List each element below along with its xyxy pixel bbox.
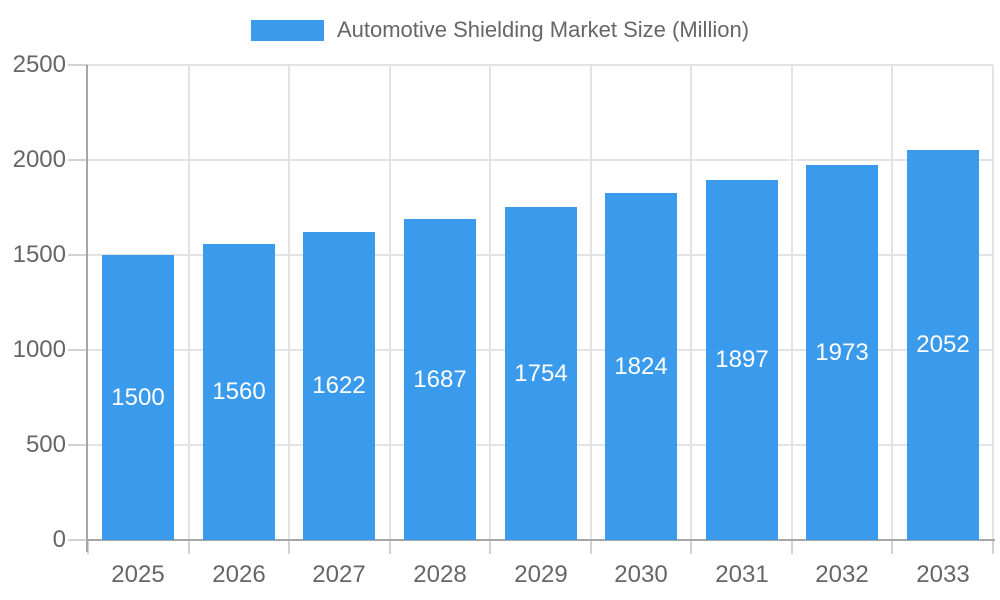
bar-value-label: 1824 [614, 352, 668, 380]
y-tick-label: 1500 [12, 241, 66, 268]
grid-v-line [690, 65, 692, 540]
y-tick [68, 64, 88, 66]
grid-v-line [590, 65, 592, 540]
y-tick-label: 1000 [12, 336, 66, 363]
bar-value-label: 1897 [715, 346, 769, 373]
legend-item[interactable]: Automotive Shielding Market Size (Millio… [0, 16, 1000, 44]
bar[interactable]: 1500 [102, 255, 174, 540]
x-tick-label: 2028 [413, 561, 467, 588]
bar[interactable]: 1754 [505, 207, 577, 540]
bar-value-label: 1622 [312, 372, 366, 399]
bar[interactable]: 1560 [203, 244, 275, 540]
bar[interactable]: 1687 [404, 219, 476, 540]
legend-label: Automotive Shielding Market Size (Millio… [336, 17, 750, 42]
y-tick-label: 2000 [12, 146, 66, 173]
x-tick [188, 540, 190, 554]
x-tick-label: 2026 [212, 561, 266, 588]
bar-value-label: 1560 [212, 378, 266, 405]
y-tick [68, 159, 88, 161]
bar-value-label: 1973 [815, 338, 869, 366]
x-tick [891, 540, 893, 554]
x-tick-label: 2029 [514, 561, 568, 588]
x-tick [791, 540, 793, 554]
grid-h-line [88, 64, 993, 66]
bar[interactable]: 1622 [303, 232, 375, 540]
y-tick-label: 500 [25, 431, 66, 458]
grid-v-line [389, 65, 391, 540]
x-tick [590, 540, 592, 554]
grid-v-line [891, 65, 893, 540]
x-tick [288, 540, 290, 554]
bar-value-label: 1500 [111, 383, 165, 411]
x-tick-label: 2027 [312, 561, 366, 588]
bar[interactable]: 1897 [706, 180, 778, 540]
x-tick [690, 540, 692, 554]
x-tick-label: 2033 [916, 561, 970, 588]
grid-v-line [489, 65, 491, 540]
grid-v-line [791, 65, 793, 540]
y-tick [68, 539, 88, 541]
bar-value-label: 2052 [916, 331, 970, 358]
y-tick [68, 349, 88, 351]
grid-v-line [288, 65, 290, 540]
bar[interactable]: 1824 [605, 193, 677, 540]
x-tick-label: 2032 [815, 561, 869, 588]
grid-v-line [188, 65, 190, 540]
y-tick-label: 0 [52, 526, 66, 553]
y-tick [68, 254, 88, 256]
y-tick-label: 2500 [12, 51, 66, 78]
bar-value-label: 1687 [413, 365, 467, 393]
bar[interactable]: 2052 [907, 150, 979, 540]
y-axis-line [86, 65, 88, 552]
legend-swatch-icon [250, 19, 324, 41]
x-tick-label: 2031 [715, 561, 769, 588]
grid-h-line [88, 159, 993, 161]
y-tick [68, 444, 88, 446]
x-tick-label: 2030 [614, 561, 668, 588]
x-tick-label: 2025 [111, 561, 165, 588]
bar[interactable]: 1973 [806, 165, 878, 540]
x-tick [389, 540, 391, 554]
bar-value-label: 1754 [514, 359, 568, 387]
x-axis-line [86, 539, 995, 541]
x-tick [992, 540, 994, 554]
grid-v-line [992, 65, 994, 540]
x-tick [87, 540, 89, 554]
x-tick [489, 540, 491, 554]
